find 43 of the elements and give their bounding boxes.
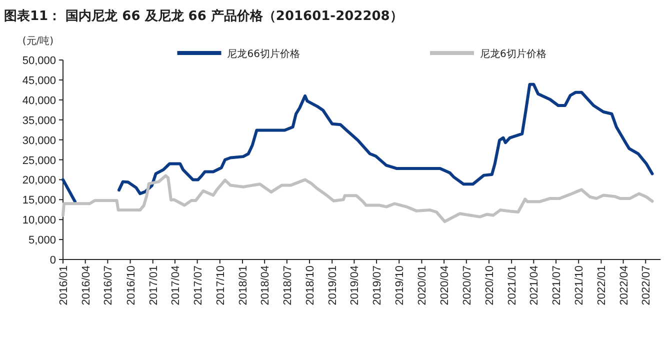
x-tick-label: 2016/10 [125,266,138,306]
y-axis-title: (元/吨) [22,35,54,47]
x-tick-label: 2019/04 [349,266,362,306]
x-tick-label: 2022/07 [640,266,653,306]
legend-label: 尼龙6切片价格 [480,48,546,60]
x-tick-label: 2016/07 [102,266,115,306]
x-tick-label: 2016/04 [80,266,92,306]
y-tick-label: 25,000 [22,154,56,167]
line-series [62,174,654,224]
y-tick-label: 40,000 [22,94,56,107]
y-tick-label: 5,000 [28,234,56,247]
x-tick-label: 2017/10 [214,266,227,306]
x-tick-label: 2022/01 [596,266,608,306]
x-tick-label: 2021/04 [528,266,541,306]
x-tick-label: 2018/04 [260,266,272,306]
x-tick-label: 2021/07 [551,266,564,306]
x-tick-label: 2017/07 [192,266,204,306]
y-tick-label: 45,000 [22,74,56,87]
y-tick-label: 50,000 [22,55,56,67]
x-tick-label: 2021/10 [574,266,586,306]
x-tick-label: 2018/07 [282,266,294,306]
x-tick-label: 2019/10 [394,266,406,306]
x-tick-label: 2020/07 [461,266,474,306]
x-tick-label: 2018/01 [237,266,250,306]
x-tick-label: 2018/10 [304,266,317,306]
x-tick-label: 2020/04 [439,266,452,306]
x-tick-label: 2020/01 [416,266,429,306]
chart-title: 图表11： 国内尼龙 66 及尼龙 66 产品价格（201601-202208） [4,8,403,24]
y-tick-label: 15,000 [22,194,56,207]
x-tick-label: 2022/04 [618,266,630,306]
x-tick-label: 2020/10 [484,266,496,306]
x-tick-label: 2017/04 [170,266,182,306]
y-tick-label: 20,000 [22,174,56,187]
y-tick-label: 10,000 [22,214,56,227]
y-tick-label: 35,000 [22,114,56,127]
x-tick-label: 2017/01 [148,266,160,306]
x-tick-label: 2016/01 [58,266,70,306]
x-tick-label: 2021/01 [506,266,519,306]
x-tick-label: 2019/01 [327,266,340,306]
x-tick-label: 2019/07 [372,266,384,306]
legend-label: 尼龙66切片价格 [227,48,300,60]
y-tick-label: 0 [50,254,56,266]
y-tick-label: 30,000 [22,134,56,147]
